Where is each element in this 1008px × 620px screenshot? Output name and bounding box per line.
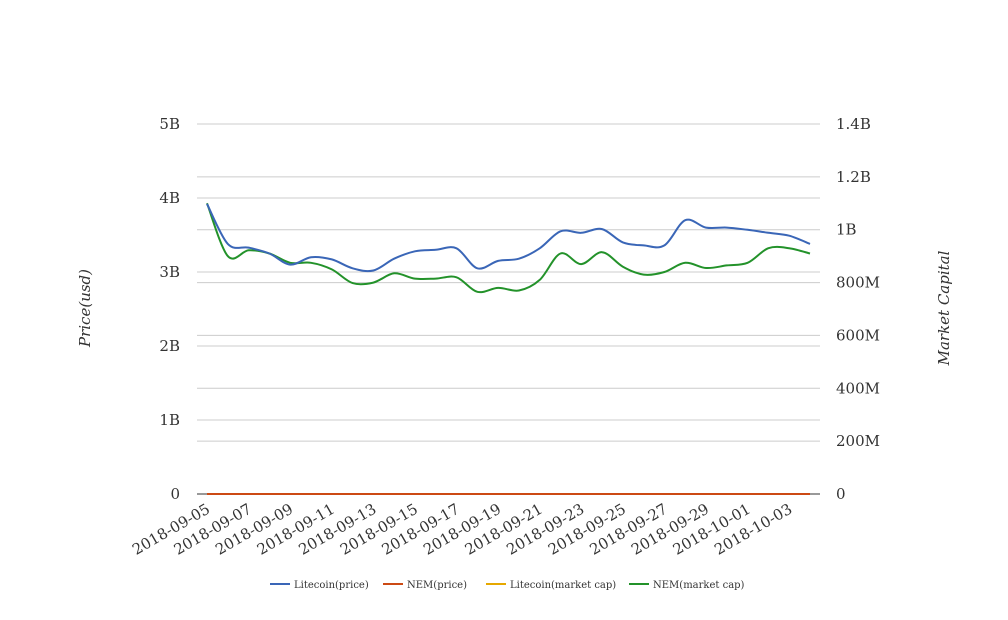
legend-item: Litecoin(price) — [270, 580, 369, 591]
legend-label: Litecoin(price) — [294, 580, 369, 591]
series-line-litecoin-price — [206, 203, 811, 273]
legend: Litecoin(price) NEM(price) Litecoin(market… — [270, 580, 745, 591]
x-tick-labels: 2018-09-052018-09-072018-09-092018-09-11… — [129, 500, 795, 559]
y-left-tick-label: 2B — [159, 337, 180, 355]
y-left-tick-label: 1B — [159, 411, 180, 429]
series-lines — [206, 202, 811, 495]
axes: 0 1B 2B 3B 4B 5B 0 200M 400M 600M 800M 1B 1.2B 1.4B — [159, 115, 880, 503]
y-left-tick-label: 5B — [159, 115, 180, 133]
y-right-tick-label: 600M — [836, 326, 880, 344]
y-left-tick-label: 0 — [170, 485, 180, 503]
legend-label: Litecoin(market cap) — [510, 580, 616, 591]
y-right-tick-label: 0 — [836, 485, 846, 503]
y-axis-left-title: Price(usd) — [76, 269, 94, 348]
legend-label: NEM(market cap) — [653, 580, 745, 591]
legend-item: NEM(market cap) — [629, 580, 745, 591]
y-right-tick-label: 1.4B — [836, 115, 871, 133]
grid-lines — [197, 123, 820, 442]
series-line-nem-market-cap — [206, 202, 811, 294]
legend-item: Litecoin(market cap) — [486, 580, 616, 591]
y-left-tick-label: 4B — [159, 189, 180, 207]
y-right-tick-label: 200M — [836, 432, 880, 450]
legend-item: NEM(price) — [383, 580, 467, 591]
y-right-tick-label: 1.2B — [836, 168, 871, 186]
y-left-tick-label: 3B — [159, 263, 180, 281]
y-axis-right-title: Market Capital — [935, 250, 953, 366]
y-right-tick-label: 1B — [836, 221, 857, 239]
y-right-tick-label: 400M — [836, 379, 880, 397]
legend-label: NEM(price) — [407, 580, 467, 591]
y-right-tick-label: 800M — [836, 274, 880, 292]
